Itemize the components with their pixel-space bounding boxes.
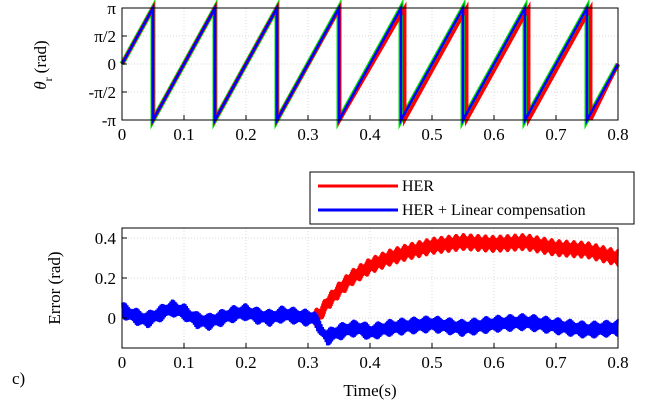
top-y-tick-label: 0	[108, 55, 117, 74]
ylabel-symbol: θ	[31, 81, 50, 89]
legend-label-her: HER	[402, 178, 434, 195]
top-plot: 0 0.1 0.2 0.3 0.4 0.5 0.6 0.7 0.8 π π/2 0 -π/2 -π θr…	[31, 0, 629, 144]
bottom-y-tick-label: 0.2	[95, 269, 116, 288]
legend-box	[309, 171, 635, 225]
ylabel-subscript: r	[41, 77, 55, 81]
bottom-plot-series	[121, 232, 619, 346]
top-plot-y-ticks: π π/2 0 -π/2 -π	[89, 0, 127, 130]
top-x-tick-label: 0	[118, 125, 127, 144]
legend-label-her-linear: HER + Linear compensation	[402, 202, 586, 219]
top-y-tick-label: π	[107, 0, 116, 18]
bottom-x-tick-label: 0.5	[421, 353, 442, 372]
bottom-plot-y-ticks: 0.4 0.2 0	[95, 229, 127, 328]
top-x-tick-label: 0.8	[607, 125, 628, 144]
top-y-tick-label: π/2	[94, 27, 116, 46]
top-x-tick-label: 0.6	[483, 125, 504, 144]
top-x-tick-label: 0.7	[545, 125, 567, 144]
bottom-plot-x-ticks: 0 0.1 0.2 0.3 0.4 0.5 0.6 0.7 0.8	[118, 343, 629, 372]
bottom-x-tick-label: 0.2	[235, 353, 256, 372]
top-y-tick-label: -π/2	[89, 83, 116, 102]
bottom-x-tick-label: 0.4	[359, 353, 381, 372]
bottom-x-tick-label: 0.1	[173, 353, 194, 372]
bottom-x-tick-label: 0.6	[483, 353, 504, 372]
top-plot-series-line	[120, 3, 620, 125]
legend: HER HER + Linear compensation	[309, 171, 635, 225]
top-plot-ylabel-text: θr (rad)	[31, 40, 55, 89]
bottom-x-tick-label: 0	[118, 353, 127, 372]
bottom-plot-series-band	[121, 299, 619, 346]
top-x-tick-label: 0.2	[235, 125, 256, 144]
top-x-tick-label: 0.5	[421, 125, 442, 144]
top-plot-ylabel: θr (rad)	[31, 40, 55, 89]
bottom-plot: 0 0.1 0.2 0.3 0.4 0.5 0.6 0.7 0.8 0.4 0.2 0 Error …	[45, 227, 629, 400]
ylabel-unit: (rad)	[31, 40, 50, 73]
panel-label: c)	[12, 369, 25, 388]
top-plot-series	[119, 0, 621, 130]
top-x-tick-label: 0.1	[173, 125, 194, 144]
bottom-y-tick-label: 0	[108, 309, 117, 328]
bottom-y-tick-label: 0.4	[95, 229, 117, 248]
bottom-x-tick-label: 0.7	[545, 353, 567, 372]
bottom-x-tick-label: 0.3	[297, 353, 318, 372]
top-x-tick-label: 0.4	[359, 125, 381, 144]
top-plot-x-ticks: 0 0.1 0.2 0.3 0.4 0.5 0.6 0.7 0.8	[118, 115, 629, 144]
bottom-plot-ylabel: Error (rad)	[45, 251, 64, 324]
top-y-tick-label: -π	[102, 111, 117, 130]
top-x-tick-label: 0.3	[297, 125, 318, 144]
bottom-plot-series-band	[313, 232, 619, 327]
bottom-plot-xlabel: Time(s)	[343, 381, 396, 400]
bottom-x-tick-label: 0.8	[607, 353, 628, 372]
